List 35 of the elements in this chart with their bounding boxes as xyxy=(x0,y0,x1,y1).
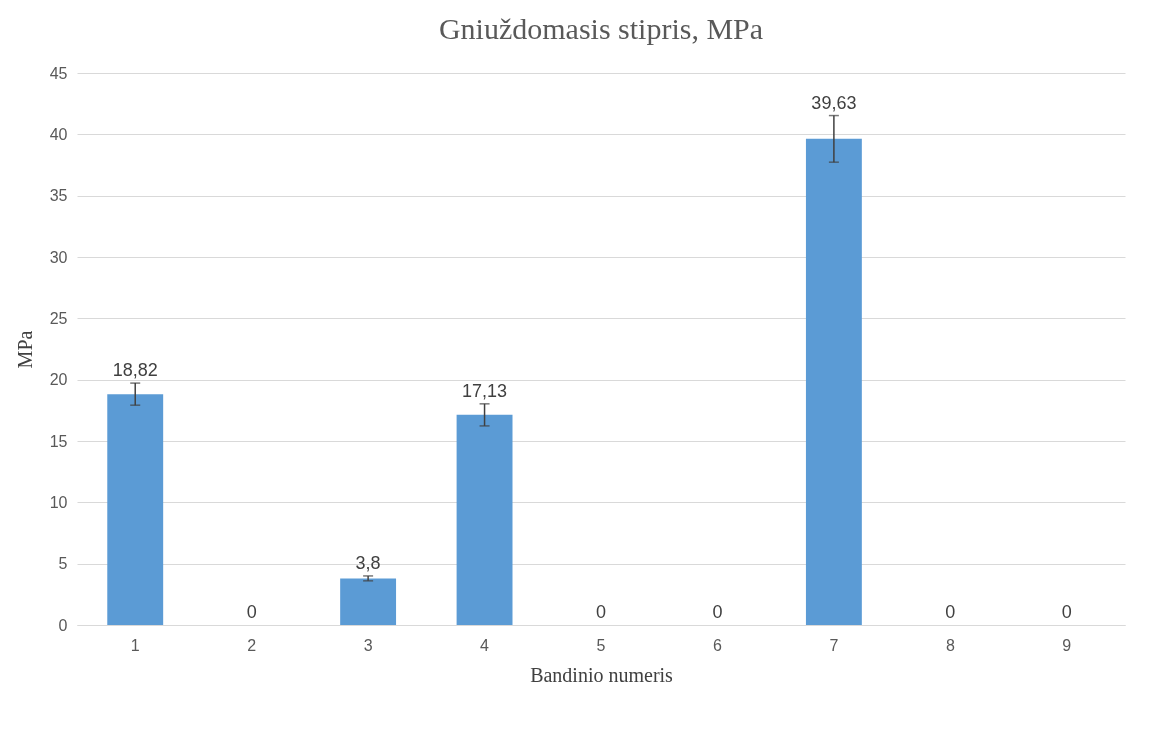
bar xyxy=(107,394,164,625)
bar xyxy=(340,578,397,625)
data-label: 0 xyxy=(595,602,607,622)
data-label: 3,8 xyxy=(355,552,381,573)
bar xyxy=(805,138,862,625)
y-tick-label: 20 xyxy=(49,371,68,389)
y-axis-title: MPa xyxy=(13,330,36,369)
y-tick-label: 10 xyxy=(49,493,68,511)
y-tick-label: 40 xyxy=(49,125,68,143)
bar xyxy=(456,414,513,625)
x-tick-label: 8 xyxy=(945,636,955,654)
y-tick-label: 25 xyxy=(49,309,68,327)
data-label: 18,82 xyxy=(112,360,158,381)
x-tick-label: 2 xyxy=(247,636,257,654)
y-tick-label: 30 xyxy=(49,248,68,266)
x-tick-label: 5 xyxy=(596,636,606,654)
x-tick-label: 7 xyxy=(829,636,839,654)
data-label: 0 xyxy=(246,602,257,622)
y-tick-label: 45 xyxy=(49,64,68,82)
x-axis-title: Bandinio numeris xyxy=(530,663,674,686)
x-tick-label: 3 xyxy=(363,636,373,654)
y-tick-label: 0 xyxy=(58,616,68,634)
x-tick-label: 9 xyxy=(1062,636,1072,654)
chart-title: Gniuždomasis stipris, MPa xyxy=(438,12,764,45)
x-tick-label: 1 xyxy=(130,636,140,654)
data-label: 17,13 xyxy=(462,380,508,401)
data-label: 0 xyxy=(945,602,956,622)
y-tick-label: 35 xyxy=(49,187,68,205)
data-label: 0 xyxy=(712,602,723,622)
y-tick-label: 15 xyxy=(49,432,68,450)
data-label: 39,63 xyxy=(811,92,857,113)
y-tick-label: 5 xyxy=(58,555,68,573)
x-tick-label: 6 xyxy=(712,636,722,654)
data-label: 0 xyxy=(1061,602,1072,622)
x-tick-label: 4 xyxy=(480,636,490,654)
